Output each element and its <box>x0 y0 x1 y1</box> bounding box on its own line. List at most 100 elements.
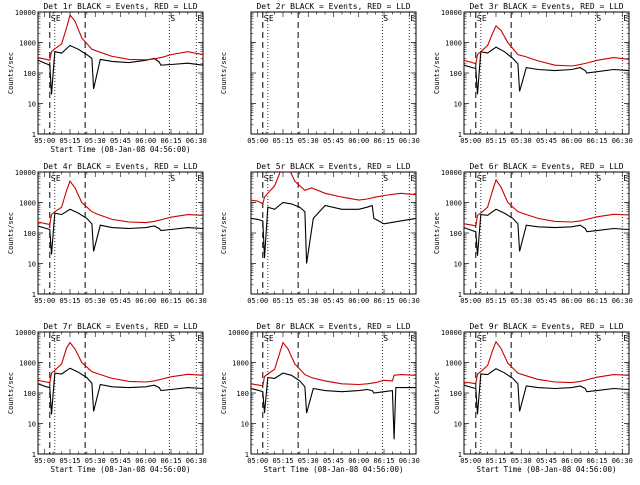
x-tick-label: 05:30 <box>511 137 532 145</box>
chart-title: Det 7r BLACK = Events, RED = LLD <box>43 322 197 331</box>
x-tick-label: 05:00 <box>34 297 55 305</box>
series-line-lld <box>464 24 629 67</box>
saa-annotation-E: E <box>197 334 202 343</box>
series-line-events <box>464 368 629 415</box>
x-tick-label: 05:30 <box>298 457 319 465</box>
x-tick-label: 05:45 <box>536 137 557 145</box>
y-tick-label: 1 <box>458 291 462 299</box>
y-tick-label: 100 <box>23 390 36 398</box>
series-line-events <box>464 208 629 256</box>
x-tick-label: 05:00 <box>247 297 268 305</box>
chart-title: Det 3r BLACK = Events, RED = LLD <box>469 2 623 11</box>
x-tick-label: 05:30 <box>511 457 532 465</box>
x-tick-label: 05:45 <box>536 457 557 465</box>
y-tick-label: 10 <box>28 261 36 269</box>
y-tick-label: 10000 <box>441 329 462 337</box>
x-tick-label: 05:15 <box>59 137 80 145</box>
saa-annotation-S: S <box>264 14 269 23</box>
saa-annotation-E: E <box>623 174 628 183</box>
saa-annotation-S: S <box>264 334 269 343</box>
plot-frame <box>463 11 630 135</box>
y-axis-label: Counts/sec <box>220 372 228 414</box>
x-tick-label: 05:30 <box>85 137 106 145</box>
saa-annotation-E: E <box>482 334 487 343</box>
x-tick-label: 06:15 <box>586 457 607 465</box>
y-tick-label: 10000 <box>228 329 249 337</box>
y-tick-label: 1 <box>32 291 36 299</box>
chart-title: Det 2r BLACK = Events, RED = LLD <box>256 2 410 11</box>
saa-annotation-E: E <box>410 174 415 183</box>
x-tick-label: 05:30 <box>511 297 532 305</box>
y-tick-label: 1 <box>32 451 36 459</box>
y-tick-label: 1000 <box>445 40 462 48</box>
saa-annotation-S: S <box>51 174 56 183</box>
x-tick-label: 05:45 <box>536 297 557 305</box>
saa-annotation-E: E <box>269 334 274 343</box>
y-tick-label: 1 <box>458 131 462 139</box>
y-tick-label: 10000 <box>15 169 36 177</box>
x-tick-label: 05:15 <box>272 137 293 145</box>
y-tick-label: 100 <box>23 70 36 78</box>
saa-annotation-S: S <box>51 14 56 23</box>
saa-annotation-S: S <box>383 334 388 343</box>
x-axis-label: Start Time (08-Jan-08 04:56:00) <box>264 465 404 474</box>
y-tick-label: 1000 <box>19 40 36 48</box>
x-tick-label: 06:30 <box>399 457 420 465</box>
series-line-lld <box>38 341 203 384</box>
chart-title: Det 8r BLACK = Events, RED = LLD <box>256 322 410 331</box>
y-tick-label: 1000 <box>19 360 36 368</box>
x-tick-label: 06:00 <box>135 297 156 305</box>
saa-annotation-E: E <box>197 174 202 183</box>
plot-frame <box>250 331 417 455</box>
series-line-events <box>38 44 203 95</box>
saa-annotation-S: S <box>51 334 56 343</box>
chart-title: Det 1r BLACK = Events, RED = LLD <box>43 2 197 11</box>
series-line-lld <box>38 13 203 61</box>
chart-title: Det 6r BLACK = Events, RED = LLD <box>469 162 623 171</box>
x-tick-label: 05:15 <box>485 297 506 305</box>
x-tick-label: 06:30 <box>612 297 633 305</box>
x-tick-label: 05:30 <box>298 297 319 305</box>
saa-annotation-E: E <box>269 174 274 183</box>
saa-annotation-E: E <box>56 174 61 183</box>
saa-annotation-E: E <box>56 14 61 23</box>
series-line-events <box>38 367 203 415</box>
y-axis-label: Counts/sec <box>7 52 15 94</box>
x-tick-label: 05:45 <box>110 137 131 145</box>
x-tick-label: 05:00 <box>34 457 55 465</box>
y-tick-label: 1 <box>32 131 36 139</box>
x-tick-label: 05:15 <box>59 297 80 305</box>
x-tick-label: 05:45 <box>323 297 344 305</box>
saa-annotation-S: S <box>596 334 601 343</box>
y-axis-label: Counts/sec <box>433 212 441 254</box>
y-tick-label: 1 <box>245 451 249 459</box>
saa-annotation-S: S <box>596 14 601 23</box>
y-tick-label: 10000 <box>15 9 36 17</box>
y-tick-label: 1 <box>458 451 462 459</box>
saa-annotation-E: E <box>623 334 628 343</box>
y-tick-label: 100 <box>449 70 462 78</box>
y-tick-label: 10 <box>454 421 462 429</box>
chart-panel-2: Det 2r BLACK = Events, RED = LLD 05:00 05:… <box>220 2 420 145</box>
x-tick-label: 05:30 <box>298 137 319 145</box>
chart-panel-6: Det 6r BLACK = Events, RED = LLD 1 10 100 10… <box>433 162 633 305</box>
saa-annotation-S: S <box>170 334 175 343</box>
saa-annotation-S: S <box>477 334 482 343</box>
x-tick-label: 05:00 <box>460 137 481 145</box>
x-tick-label: 05:00 <box>460 297 481 305</box>
y-axis-label: Counts/sec <box>220 52 228 94</box>
chart-panel-8: Det 8r BLACK = Events, RED = LLD 1 10 100 10… <box>220 322 420 474</box>
series-line-events <box>38 208 203 255</box>
x-axis-label: Start Time (08-Jan-08 04:56:00) <box>51 465 191 474</box>
x-tick-label: 06:30 <box>186 297 207 305</box>
y-tick-label: 10000 <box>441 9 462 17</box>
saa-annotation-S: S <box>170 14 175 23</box>
y-tick-label: 1000 <box>445 360 462 368</box>
x-tick-label: 05:15 <box>485 137 506 145</box>
series-line-lld <box>38 180 203 226</box>
series-line-events <box>251 372 416 440</box>
saa-annotation-E: E <box>482 14 487 23</box>
x-tick-label: 06:30 <box>186 137 207 145</box>
